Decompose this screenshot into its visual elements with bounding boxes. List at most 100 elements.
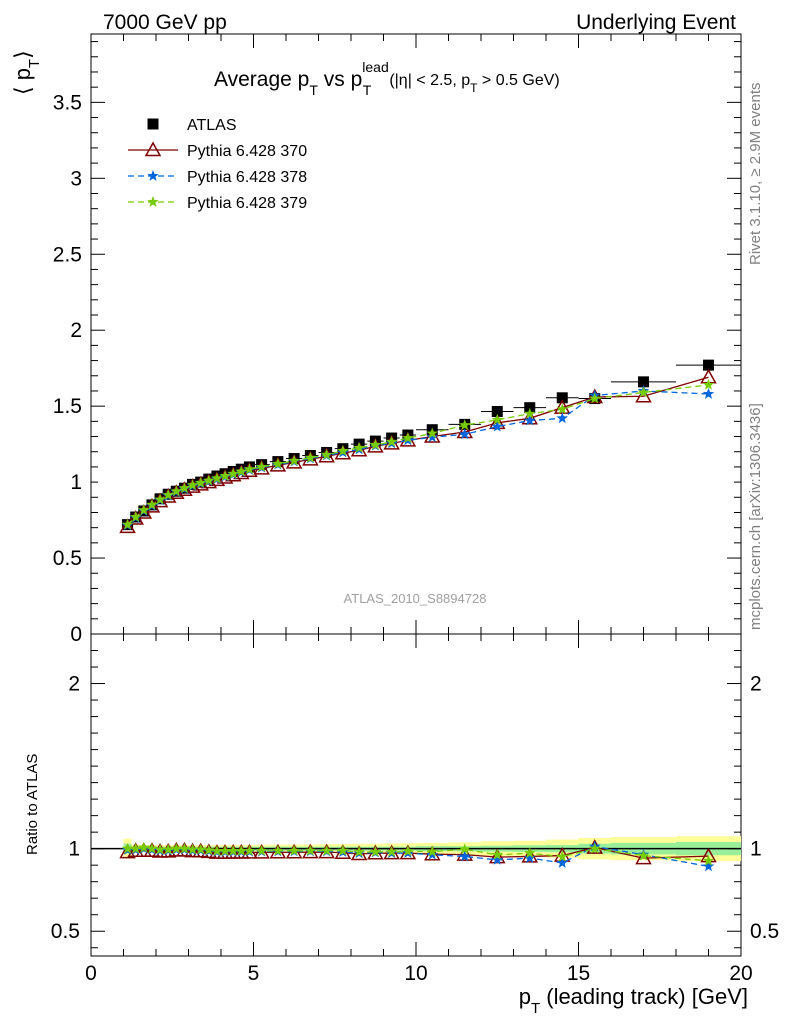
ratio-point xyxy=(456,846,474,861)
legend: ATLAS Pythia 6.428 370 Pythia 6.428 378 Pyt… xyxy=(128,117,307,212)
legend-label: Pythia 6.428 378 xyxy=(187,169,307,186)
mc-point xyxy=(178,482,191,493)
y-tick-label-top: 3.5 xyxy=(53,91,82,114)
y-tick-label-top: 2 xyxy=(70,319,82,342)
mc-point xyxy=(524,407,536,419)
ratio-point xyxy=(203,844,215,856)
mc-point xyxy=(556,403,568,414)
ratio-point xyxy=(219,845,231,856)
legend-marker xyxy=(147,196,159,207)
analysis-watermark: ATLAS_2010_S8894728 xyxy=(344,591,487,606)
ratio-point xyxy=(255,844,268,856)
mc-point xyxy=(589,392,601,404)
mc-point xyxy=(369,438,382,450)
ratio-y-tick-label-right: 1 xyxy=(750,838,762,861)
data-point xyxy=(556,392,568,404)
ratio-point xyxy=(524,852,536,863)
mc-point xyxy=(211,472,223,484)
ratio-y-tick-label-left: 2 xyxy=(68,673,80,696)
ratio-line-3 xyxy=(127,846,709,862)
top-series xyxy=(119,359,741,534)
ratio-point xyxy=(369,845,382,857)
ratio-point xyxy=(154,843,166,855)
rivet-label: Rivet 3.1.10, ≥ 2.9M events xyxy=(747,83,764,266)
ratio-point xyxy=(235,844,247,856)
mc-point xyxy=(227,467,239,479)
ratio-point xyxy=(138,841,150,853)
ratio-point xyxy=(178,842,191,854)
ratio-point xyxy=(151,842,169,858)
ratio-point xyxy=(130,842,142,854)
ratio-point xyxy=(488,848,506,864)
ratio-point xyxy=(288,844,300,856)
ratio-point xyxy=(402,845,414,856)
ratio-series xyxy=(119,839,717,872)
y-tick-label-top: 3 xyxy=(70,167,82,190)
mc-point xyxy=(556,412,568,424)
series-line-1 xyxy=(127,376,709,528)
mc-point xyxy=(243,463,256,474)
ratio-point xyxy=(121,842,134,854)
ratio-y-tick-label-right: 2 xyxy=(750,673,762,696)
mc-point xyxy=(402,432,414,443)
mc-point xyxy=(320,448,333,460)
mc-point xyxy=(162,489,174,500)
mc-point xyxy=(353,441,365,453)
legend-marker xyxy=(144,141,162,157)
ratio-point xyxy=(637,849,650,861)
ratio-point xyxy=(135,842,153,857)
x-tick-label: 20 xyxy=(729,962,752,985)
ratio-panel-frame xyxy=(90,633,742,957)
legend-marker-atlas xyxy=(147,118,159,130)
ratio-point xyxy=(635,849,652,865)
data-point xyxy=(638,376,649,388)
header-right: Underlying Event xyxy=(576,11,736,34)
legend-label: Pythia 6.428 379 xyxy=(187,195,307,212)
mc-point xyxy=(702,388,715,399)
mc-point xyxy=(334,444,352,460)
mc-point xyxy=(143,497,161,513)
mc-point xyxy=(170,485,182,497)
data-point xyxy=(491,405,503,417)
mc-point xyxy=(255,460,268,472)
ratio-point xyxy=(385,845,398,857)
ratio-point xyxy=(227,845,239,856)
mc-point xyxy=(702,378,715,390)
ratio-y-tick-label-left: 1 xyxy=(68,838,80,861)
mcplots-label: mcplots.cern.ch [arXiv:1306.3436] xyxy=(747,403,764,630)
x-tick-label: 15 xyxy=(567,962,590,985)
mc-point xyxy=(195,476,207,488)
x-tick-label: 10 xyxy=(404,962,427,985)
ratio-point xyxy=(491,853,503,865)
series-line-2 xyxy=(127,390,709,526)
ratio-point xyxy=(459,843,471,855)
legend-marker xyxy=(147,170,159,181)
ratio-point xyxy=(491,848,503,860)
y-tick-label-top: 1.5 xyxy=(53,395,82,418)
mc-point xyxy=(637,386,650,398)
mc-point xyxy=(154,493,166,505)
ratio-line-2 xyxy=(127,845,709,868)
ratio-y-tick-label-right: 0.5 xyxy=(750,920,779,943)
mc-point xyxy=(219,470,231,481)
mc-point xyxy=(130,511,142,522)
x-tick-label: 5 xyxy=(248,962,260,985)
mc-point xyxy=(586,388,604,404)
y-tick-label-top: 0.5 xyxy=(53,547,82,570)
chart-title: Average pT vs plead T(|η| < 2.5, pT > 0.5… xyxy=(214,59,560,98)
ratio-point xyxy=(589,842,601,854)
x-tick-label: 0 xyxy=(85,962,97,985)
ratio-point xyxy=(702,854,715,866)
mc-point xyxy=(456,423,474,439)
x-axis-label: pT (leading track) [GeV] xyxy=(519,984,748,1017)
ratio-point xyxy=(524,847,536,858)
ratio-point xyxy=(211,845,223,856)
mc-point xyxy=(426,427,438,439)
mc-point xyxy=(146,498,158,510)
y-tick-label-top: 0 xyxy=(70,623,82,646)
mc-point xyxy=(203,474,215,486)
mc-point xyxy=(159,487,177,503)
y-axis-label-ratio: Ratio to ATLAS xyxy=(24,754,41,855)
legend-label: ATLAS xyxy=(187,117,237,134)
